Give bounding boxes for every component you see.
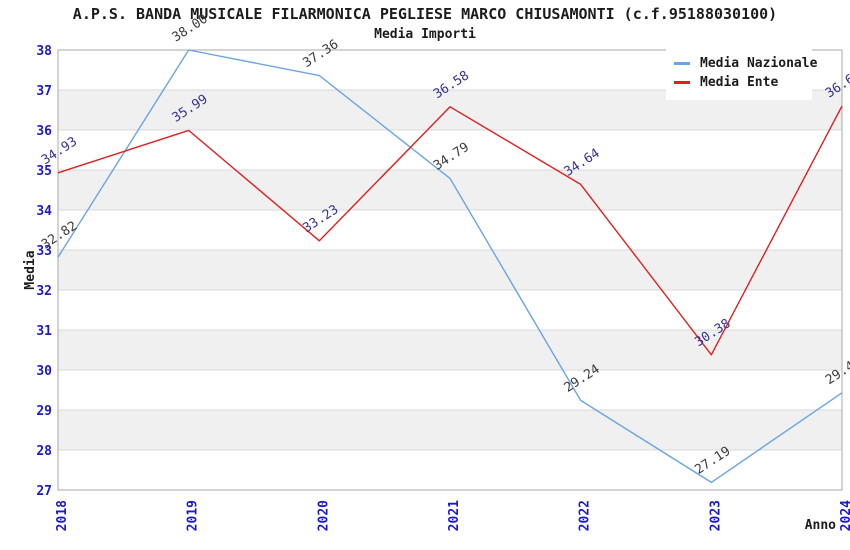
x-tick-label: 2018 [55, 500, 70, 531]
y-tick-label: 32 [36, 284, 52, 299]
y-tick-label: 36 [36, 124, 52, 139]
y-tick-label: 31 [36, 324, 52, 339]
y-tick-label: 35 [36, 164, 52, 179]
data-point-label: 38.00 [170, 11, 211, 45]
x-tick-label: 2021 [447, 500, 462, 531]
y-tick-label: 27 [36, 484, 52, 499]
y-tick-label: 37 [36, 84, 52, 99]
y-axis-title: Media [23, 250, 38, 289]
legend: Media Nazionale Media Ente [666, 46, 817, 100]
chart-subtitle: Media Importi [374, 27, 476, 42]
chart-title: A.P.S. BANDA MUSICALE FILARMONICA PEGLIE… [72, 5, 778, 23]
grid-band [58, 170, 842, 210]
data-point-label: 36.60 [823, 67, 850, 101]
x-axis-title: Anno [805, 518, 836, 533]
y-tick-label: 38 [36, 44, 52, 59]
x-tick-label: 2019 [186, 500, 201, 531]
x-tick-label: 2024 [839, 500, 850, 531]
data-point-label: 34.93 [39, 134, 80, 168]
series-line-media-ente [57, 105, 843, 356]
grid-band [58, 410, 842, 450]
y-tick-label: 34 [36, 204, 52, 219]
legend-item-media-nazionale: Media Nazionale [674, 54, 817, 73]
data-point-label: 34.79 [431, 140, 472, 174]
data-point-label: 37.36 [300, 37, 341, 71]
plot-frame [57, 49, 843, 491]
legend-line-swatch-nazionale-icon [674, 62, 690, 65]
data-point-label: 32.82 [39, 219, 80, 253]
series-line-media-nazionale [57, 49, 843, 484]
grid-band [58, 250, 842, 290]
grid-band [58, 330, 842, 370]
legend-label-media-ente: Media Ente [700, 75, 779, 90]
x-tick-label: 2020 [316, 500, 331, 531]
y-tick-label: 33 [36, 244, 52, 259]
y-tick-label: 29 [36, 404, 52, 419]
x-tick-label: 2022 [578, 500, 593, 531]
legend-line-swatch-ente-icon [674, 81, 690, 84]
legend-item-media-ente: Media Ente [674, 73, 812, 92]
x-tick-label: 2023 [708, 500, 723, 531]
y-tick-label: 28 [36, 444, 52, 459]
y-tick-label: 30 [36, 364, 52, 379]
legend-label-media-nazionale: Media Nazionale [700, 56, 818, 71]
